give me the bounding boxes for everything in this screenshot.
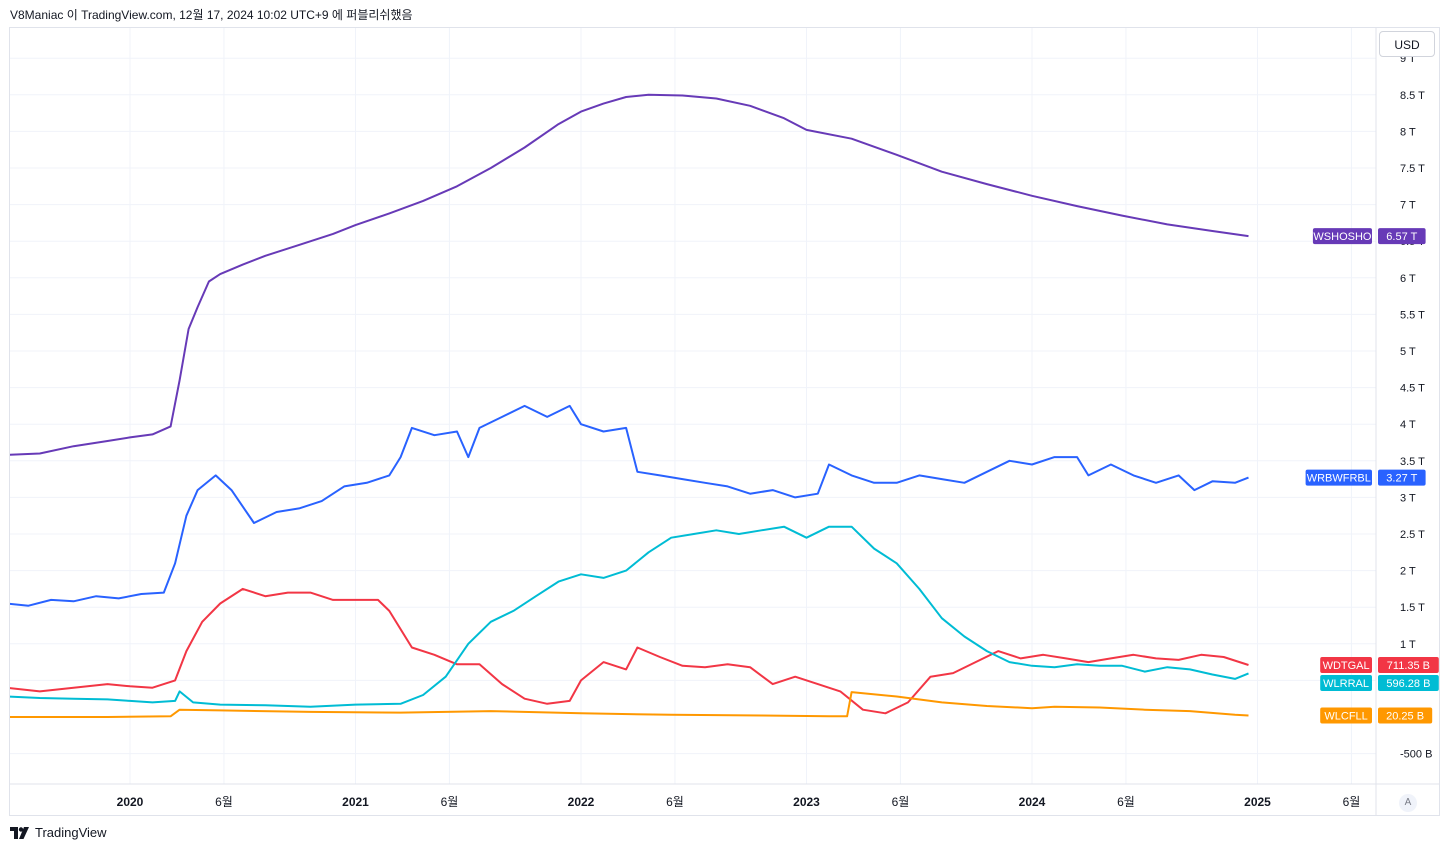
- series-name-tag: [1312, 228, 1372, 245]
- series-name-label: WRBWFRBL: [1307, 473, 1371, 485]
- y-tick-label: 3 T: [1400, 492, 1416, 504]
- x-tick-label: 2022: [568, 795, 595, 809]
- series-value-label: 20.25 B: [1386, 711, 1424, 723]
- series-line-wlcfll[interactable]: [10, 691, 1249, 718]
- series-line-wrbwfrbl[interactable]: [10, 404, 1249, 611]
- y-tick-label: 3.5 T: [1400, 456, 1425, 468]
- series-value-tag: [1378, 656, 1439, 673]
- x-tick-label: 6월: [892, 795, 910, 809]
- tradingview-footer[interactable]: TradingView: [10, 825, 107, 840]
- series-line-wdtgal[interactable]: [10, 587, 1249, 715]
- series-value-tag: [1378, 228, 1426, 245]
- x-tick-label: 2024: [1019, 795, 1046, 809]
- y-tick-label: 5 T: [1400, 346, 1416, 358]
- y-tick-label: 8.5 T: [1400, 90, 1425, 102]
- auto-scale-button[interactable]: A: [1399, 794, 1417, 812]
- x-tick-label: 6월: [215, 795, 233, 809]
- series-name-tag: [1320, 674, 1372, 691]
- series-value-label: 711.35 B: [1387, 660, 1430, 672]
- y-tick-label: 4 T: [1400, 419, 1416, 431]
- y-tick-label: 9 T: [1400, 53, 1416, 65]
- chart-frame: 9 T8.5 T8 T7.5 T7 T6.5 T6 T5.5 T5 T4.5 T…: [9, 27, 1440, 816]
- series-value-tag: [1378, 707, 1433, 724]
- series-name-label: WDTGAL: [1323, 660, 1370, 672]
- y-tick-label: 6 T: [1400, 273, 1416, 285]
- y-tick-label: 8 T: [1400, 126, 1416, 138]
- x-tick-label: 2025: [1244, 795, 1271, 809]
- series-name-tag: [1305, 469, 1372, 486]
- series-line-wlrral[interactable]: [10, 525, 1249, 708]
- series-name-label: WLCFLL: [1324, 711, 1367, 723]
- y-tick-label: 1.5 T: [1400, 602, 1425, 614]
- y-tick-label: 7 T: [1400, 200, 1416, 212]
- currency-selector-button[interactable]: USD: [1379, 31, 1435, 57]
- y-tick-label: 1 T: [1400, 639, 1416, 651]
- x-tick-label: 2020: [117, 795, 144, 809]
- series-line-wshosho[interactable]: [10, 93, 1249, 456]
- series-name-tag: [1320, 707, 1372, 724]
- series-name-label: WLRRAL: [1323, 678, 1369, 690]
- series-name-label: WSHOSHO: [1313, 231, 1372, 243]
- series-value-label: 596.28 B: [1386, 678, 1430, 690]
- y-tick-label: 2.5 T: [1400, 529, 1425, 541]
- x-tick-label: 2023: [793, 795, 820, 809]
- x-tick-label: 6월: [1117, 795, 1135, 809]
- y-tick-label: 5.5 T: [1400, 309, 1425, 321]
- series-value-tag: [1378, 674, 1439, 691]
- x-tick-label: 6월: [441, 795, 459, 809]
- y-tick-label: -500 B: [1400, 749, 1432, 761]
- chart-plot-area[interactable]: 9 T8.5 T8 T7.5 T7 T6.5 T6 T5.5 T5 T4.5 T…: [10, 28, 1439, 815]
- series-value-label: 6.57 T: [1386, 231, 1417, 243]
- y-tick-label: 4.5 T: [1400, 383, 1425, 395]
- series-value-label: 3.27 T: [1386, 473, 1417, 485]
- series-name-tag: [1320, 656, 1372, 673]
- series-value-tag: [1378, 469, 1426, 486]
- x-tick-label: 6월: [666, 795, 684, 809]
- tradingview-logo-icon: [10, 826, 30, 839]
- y-tick-label: 2 T: [1400, 566, 1416, 578]
- x-tick-label: 6월: [1343, 795, 1361, 809]
- y-tick-label: 7.5 T: [1400, 163, 1425, 175]
- publish-attribution: V8Maniac 이 TradingView.com, 12월 17, 2024…: [10, 8, 413, 22]
- x-tick-label: 2021: [342, 795, 369, 809]
- tradingview-brand-label: TradingView: [35, 825, 107, 840]
